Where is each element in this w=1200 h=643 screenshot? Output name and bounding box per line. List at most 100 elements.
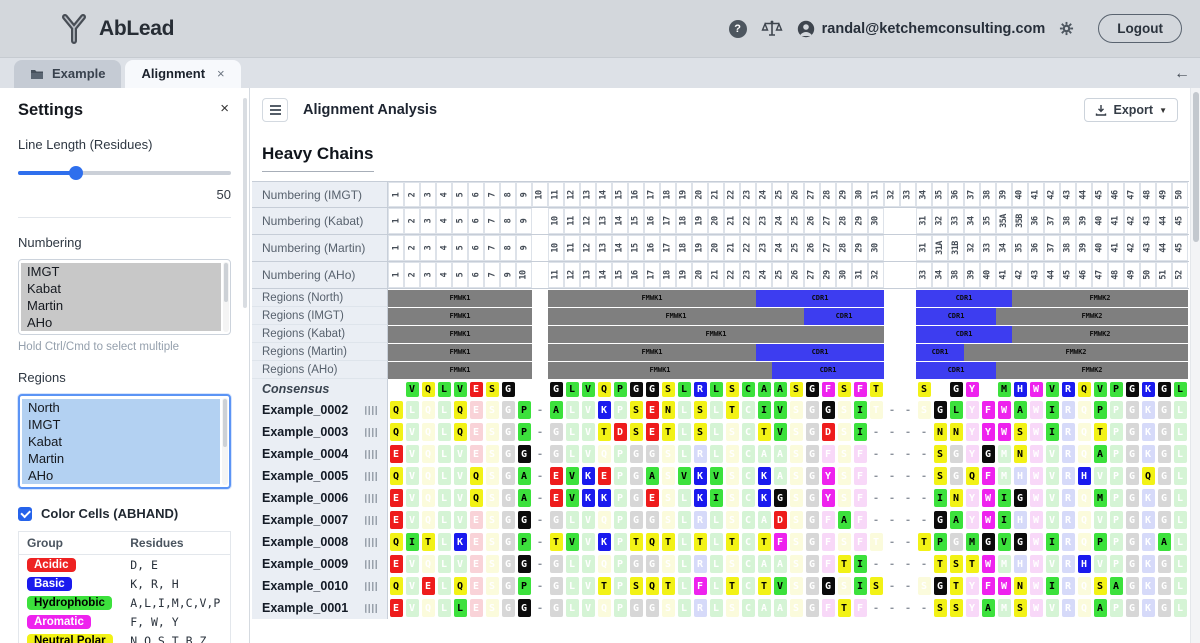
numbering-value: 20 [711,216,721,226]
numbering-value: 41 [999,270,1009,280]
seq-cell: Q [389,401,403,419]
listbox-option[interactable]: AHo [21,314,221,331]
slider-fill [18,171,76,175]
numbering-cell: 6 [468,208,484,234]
numbering-value: 39 [1079,243,1089,253]
seq-cell: G [805,467,819,485]
numbering-value: 38 [1063,243,1073,253]
drag-handle-icon[interactable] [365,449,379,459]
line-length-slider[interactable] [18,165,231,180]
tab-close-icon[interactable]: × [217,66,225,81]
seq-cell: L [1173,381,1187,397]
slider-thumb[interactable] [68,165,83,180]
menu-button[interactable] [262,98,288,122]
listbox-option[interactable]: AHo [22,467,220,484]
sidebar-close-icon[interactable]: × [220,100,229,117]
back-arrow-icon[interactable]: ← [1174,65,1190,82]
listbox-option[interactable]: Kabat [21,280,221,297]
seq-cell: S [485,401,499,419]
seq-cell: L [677,511,691,529]
numbering-value: 13 [599,243,609,253]
seq-cell: F [981,577,995,595]
drag-handle-icon[interactable] [365,493,379,503]
drag-handle-icon[interactable] [365,405,379,415]
tab-example[interactable]: Example [14,60,122,88]
seq-cell: - [904,580,912,592]
region-block-fmwk: FMWK1 [388,307,532,325]
settings-gear-icon[interactable] [1059,21,1074,36]
slider-track[interactable] [18,171,231,175]
seq-cell: Y [965,577,979,595]
seq-cell: G [805,401,819,419]
drag-handle-icon[interactable] [365,559,379,569]
numbering-cell: 30 [836,262,852,288]
numbering-cell: 45 [1172,208,1188,234]
numbering-value: 35 [983,216,993,226]
numbering-cell: 15 [628,208,644,234]
seq-cell: V [581,381,595,397]
numbering-cell: 18 [660,182,676,207]
seq-cell: V [581,445,595,463]
numbering-cell: 45 [1060,262,1076,288]
seq-cell [390,382,403,397]
listbox-scrollbar[interactable] [222,398,228,485]
seq-cell: G [629,445,643,463]
tab-alignment[interactable]: Alignment × [125,60,241,88]
drag-handle-icon[interactable] [365,471,379,481]
regions-listbox[interactable]: North IMGT Kabat Martin AHo [18,394,231,489]
seq-cell: P [613,533,627,551]
listbox-option[interactable]: Martin [22,450,220,467]
drag-handle-icon[interactable] [365,515,379,525]
export-button[interactable]: Export ▼ [1084,98,1178,122]
listbox-option[interactable]: IMGT [22,416,220,433]
seq-cell: S [837,533,851,551]
listbox-option[interactable]: IMGT [21,263,221,280]
seq-cell: V [565,467,579,485]
numbering-cell: 42 [1124,208,1140,234]
drag-handle-icon[interactable] [365,427,379,437]
numbering-cell: 13 [596,235,612,261]
scales-icon[interactable] [761,19,783,39]
row-label: Example_0006 [252,487,388,509]
help-icon[interactable]: ? [728,19,747,38]
settings-sidebar: Settings × Line Length (Residues) 50 Num… [0,88,250,643]
seq-cell: R [693,555,707,573]
seq-cell: L [437,489,451,507]
numbering-listbox[interactable]: IMGT Kabat Martin AHo [18,259,231,335]
listbox-scrollbar[interactable] [223,262,229,332]
numbering-cell: 16 [644,208,660,234]
numbering-value: 11 [551,270,561,280]
seq-cell: E [469,555,483,573]
logout-button[interactable]: Logout [1098,14,1182,43]
scrollbar-thumb[interactable] [1192,92,1199,242]
numbering-value: 9 [519,218,529,224]
seq-cell: P [1109,533,1123,551]
seq-cell: G [805,511,819,529]
page-scrollbar[interactable] [1190,88,1200,643]
legend-group-cell: Basic [19,574,123,593]
numbering-cell: 5 [452,262,468,288]
seq-cell: T [693,533,707,551]
drag-handle-icon[interactable] [365,537,379,547]
numbering-cell: 25 [772,182,788,207]
color-cells-checkbox[interactable] [18,506,32,521]
seq-cell: T [725,533,739,551]
seq-cell: G [933,511,947,529]
seq-cell: Q [1141,467,1155,485]
numbering-cell: 41 [996,262,1012,288]
numbering-value: 44 [1159,243,1169,253]
numbering-value: 4 [439,272,449,278]
sidebar-scrollbar[interactable] [243,98,247,308]
numbering-cell: 19 [692,235,708,261]
drag-handle-icon[interactable] [365,581,379,591]
listbox-option[interactable]: North [22,399,220,416]
seq-cell: L [709,577,723,595]
seq-cell: E [469,577,483,595]
consensus-row: Consensus V Q L V E S G G L V Q P G G S L R L S C A A S G F S F T S G Y… [252,379,1189,399]
seq-cell: S [917,381,931,397]
seq-cell: T [965,555,979,573]
listbox-option[interactable]: Kabat [22,433,220,450]
drag-handle-icon[interactable] [365,603,379,613]
numbering-value: 48 [1143,189,1153,200]
listbox-option[interactable]: Martin [21,297,221,314]
